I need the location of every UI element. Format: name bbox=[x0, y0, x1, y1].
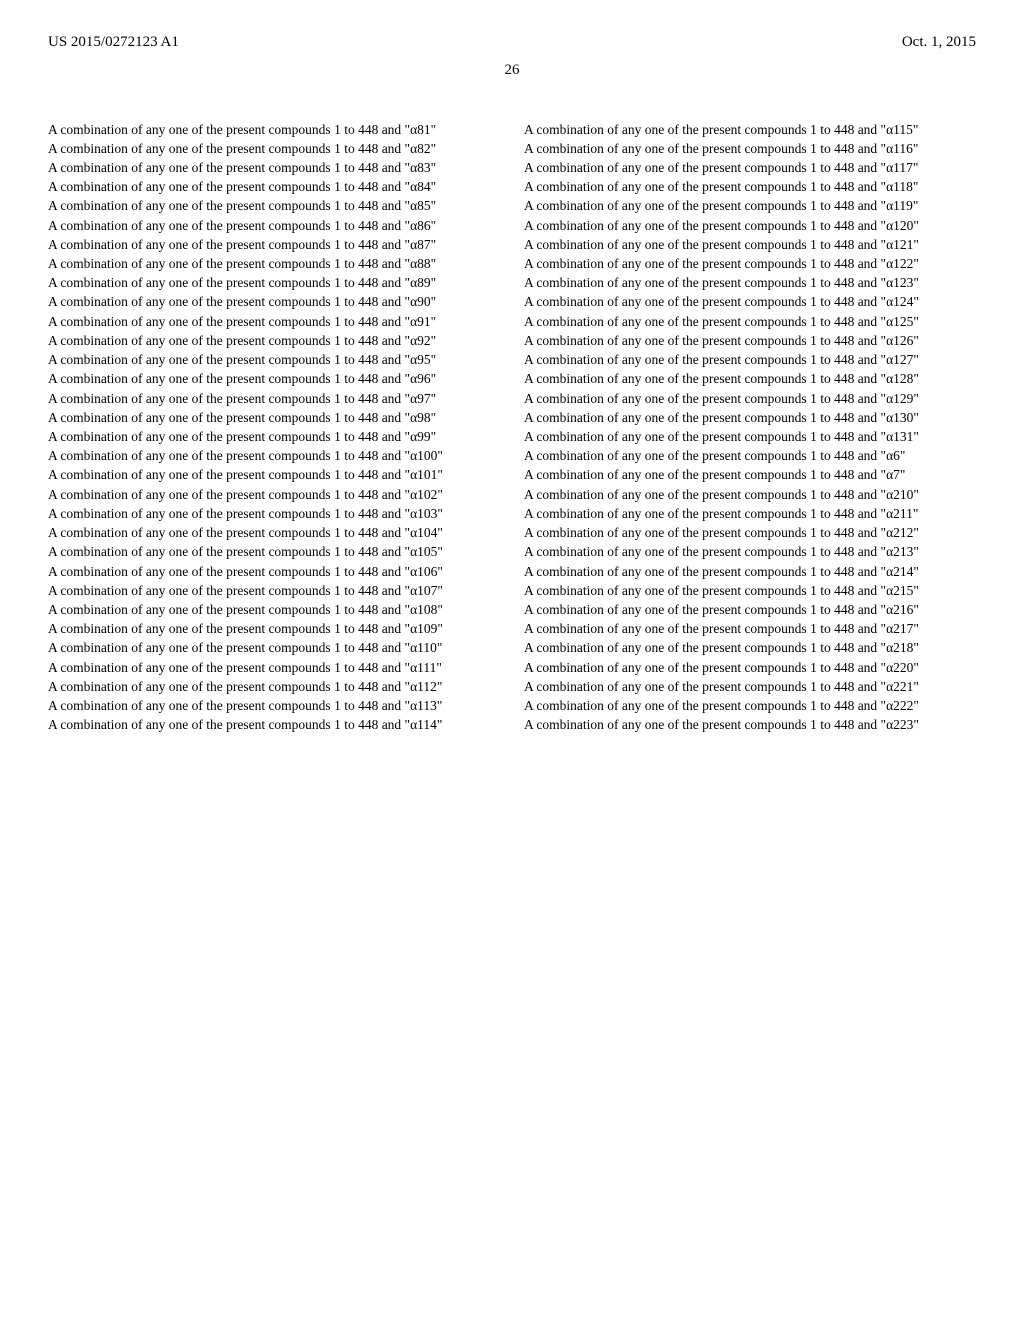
combination-entry: A combination of any one of the present … bbox=[524, 543, 976, 561]
left-column: A combination of any one of the present … bbox=[48, 121, 500, 736]
combination-entry: A combination of any one of the present … bbox=[48, 121, 500, 139]
combination-entry: A combination of any one of the present … bbox=[524, 217, 976, 235]
combination-entry: A combination of any one of the present … bbox=[524, 178, 976, 196]
combination-entry: A combination of any one of the present … bbox=[48, 217, 500, 235]
combination-entry: A combination of any one of the present … bbox=[524, 639, 976, 657]
combination-entry: A combination of any one of the present … bbox=[48, 390, 500, 408]
combination-entry: A combination of any one of the present … bbox=[524, 486, 976, 504]
combination-entry: A combination of any one of the present … bbox=[524, 428, 976, 446]
combination-entry: A combination of any one of the present … bbox=[524, 313, 976, 331]
combination-entry: A combination of any one of the present … bbox=[48, 370, 500, 388]
combination-entry: A combination of any one of the present … bbox=[48, 140, 500, 158]
combination-entry: A combination of any one of the present … bbox=[524, 659, 976, 677]
combination-entry: A combination of any one of the present … bbox=[524, 159, 976, 177]
header-right: Oct. 1, 2015 bbox=[902, 32, 976, 52]
combination-entry: A combination of any one of the present … bbox=[48, 159, 500, 177]
combination-entry: A combination of any one of the present … bbox=[48, 293, 500, 311]
combination-entry: A combination of any one of the present … bbox=[524, 620, 976, 638]
combination-entry: A combination of any one of the present … bbox=[524, 370, 976, 388]
combination-entry: A combination of any one of the present … bbox=[48, 505, 500, 523]
combination-entry: A combination of any one of the present … bbox=[524, 697, 976, 715]
combination-entry: A combination of any one of the present … bbox=[48, 563, 500, 581]
combination-entry: A combination of any one of the present … bbox=[48, 716, 500, 734]
combination-entry: A combination of any one of the present … bbox=[48, 447, 500, 465]
combination-entry: A combination of any one of the present … bbox=[524, 121, 976, 139]
combination-entry: A combination of any one of the present … bbox=[48, 332, 500, 350]
combination-entry: A combination of any one of the present … bbox=[48, 659, 500, 677]
header-left: US 2015/0272123 A1 bbox=[48, 32, 179, 52]
combination-entry: A combination of any one of the present … bbox=[524, 601, 976, 619]
combination-entry: A combination of any one of the present … bbox=[524, 563, 976, 581]
combination-entry: A combination of any one of the present … bbox=[48, 620, 500, 638]
combination-entry: A combination of any one of the present … bbox=[48, 601, 500, 619]
combination-entry: A combination of any one of the present … bbox=[48, 313, 500, 331]
combination-entry: A combination of any one of the present … bbox=[48, 255, 500, 273]
page-header: US 2015/0272123 A1 Oct. 1, 2015 bbox=[48, 32, 976, 52]
combination-entry: A combination of any one of the present … bbox=[524, 293, 976, 311]
combination-entry: A combination of any one of the present … bbox=[524, 524, 976, 542]
combination-entry: A combination of any one of the present … bbox=[48, 409, 500, 427]
combination-entry: A combination of any one of the present … bbox=[48, 524, 500, 542]
combination-entry: A combination of any one of the present … bbox=[48, 486, 500, 504]
combination-entry: A combination of any one of the present … bbox=[524, 255, 976, 273]
combination-entry: A combination of any one of the present … bbox=[48, 274, 500, 292]
combination-entry: A combination of any one of the present … bbox=[48, 678, 500, 696]
combination-entry: A combination of any one of the present … bbox=[524, 505, 976, 523]
combination-entry: A combination of any one of the present … bbox=[48, 697, 500, 715]
combination-entry: A combination of any one of the present … bbox=[524, 716, 976, 734]
combination-entry: A combination of any one of the present … bbox=[524, 274, 976, 292]
combination-entry: A combination of any one of the present … bbox=[48, 582, 500, 600]
combination-entry: A combination of any one of the present … bbox=[524, 332, 976, 350]
combination-entry: A combination of any one of the present … bbox=[524, 351, 976, 369]
combination-entry: A combination of any one of the present … bbox=[524, 140, 976, 158]
combination-entry: A combination of any one of the present … bbox=[48, 178, 500, 196]
content-columns: A combination of any one of the present … bbox=[48, 121, 976, 736]
combination-entry: A combination of any one of the present … bbox=[48, 236, 500, 254]
combination-entry: A combination of any one of the present … bbox=[524, 390, 976, 408]
combination-entry: A combination of any one of the present … bbox=[48, 543, 500, 561]
combination-entry: A combination of any one of the present … bbox=[48, 466, 500, 484]
page-number: 26 bbox=[48, 60, 976, 80]
combination-entry: A combination of any one of the present … bbox=[48, 428, 500, 446]
right-column: A combination of any one of the present … bbox=[524, 121, 976, 736]
combination-entry: A combination of any one of the present … bbox=[524, 236, 976, 254]
combination-entry: A combination of any one of the present … bbox=[524, 197, 976, 215]
combination-entry: A combination of any one of the present … bbox=[524, 678, 976, 696]
combination-entry: A combination of any one of the present … bbox=[48, 639, 500, 657]
combination-entry: A combination of any one of the present … bbox=[524, 447, 976, 465]
combination-entry: A combination of any one of the present … bbox=[524, 466, 976, 484]
combination-entry: A combination of any one of the present … bbox=[524, 582, 976, 600]
combination-entry: A combination of any one of the present … bbox=[48, 351, 500, 369]
combination-entry: A combination of any one of the present … bbox=[524, 409, 976, 427]
combination-entry: A combination of any one of the present … bbox=[48, 197, 500, 215]
